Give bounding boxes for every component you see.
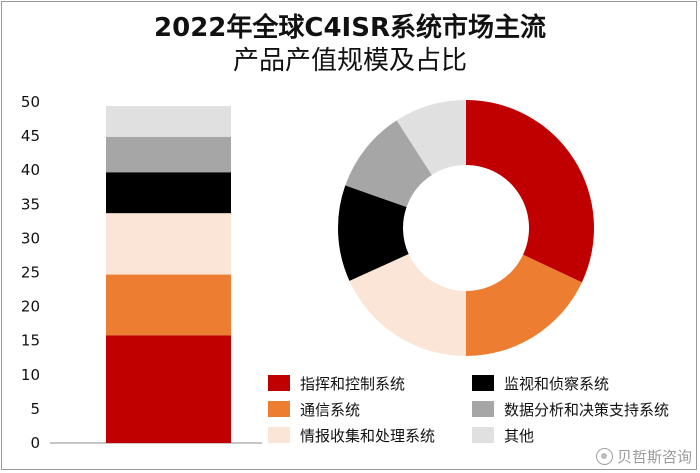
watermark: 贝哲斯咨询 <box>595 446 692 467</box>
legend-label: 数据分析和决策支持系统 <box>504 400 670 419</box>
bar-segment <box>106 136 231 173</box>
weibo-icon <box>595 448 613 465</box>
legend-swatch <box>268 427 290 443</box>
chart-title-line2: 产品产值规模及占比 <box>232 46 467 76</box>
donut-slice <box>337 185 409 281</box>
bar-segment <box>106 335 231 443</box>
legend-item: 监视和侦察系统 <box>472 372 609 394</box>
donut-slice <box>345 120 432 208</box>
y-tick-label: 30 <box>21 229 40 247</box>
bar-segment <box>106 106 231 137</box>
legend-label: 情报收集和处理系统 <box>300 426 436 445</box>
y-tick-label: 50 <box>21 93 40 111</box>
y-tick-label: 20 <box>21 298 40 316</box>
donut-slice <box>466 100 594 283</box>
legend-label: 其他 <box>504 426 535 445</box>
legend-swatch <box>472 427 494 443</box>
legend-item: 其他 <box>472 424 534 446</box>
y-tick-label: 45 <box>21 127 40 145</box>
watermark-text: 贝哲斯咨询 <box>616 448 692 466</box>
legend-item: 情报收集和处理系统 <box>268 424 435 446</box>
chart-title: 2022年全球C4ISR系统市场主流 产品产值规模及占比 <box>0 12 700 78</box>
chart-legend: 指挥和控制系统 监视和侦察系统 通信系统 数据分析和决策支持系统 情报收集和处理… <box>268 372 700 448</box>
donut-slice <box>349 254 466 356</box>
legend-swatch <box>472 401 494 417</box>
donut-slice <box>466 254 582 356</box>
legend-item: 指挥和控制系统 <box>268 372 405 394</box>
y-tick-label: 15 <box>21 332 40 350</box>
y-tick-label: 40 <box>21 161 40 179</box>
y-tick-label: 10 <box>21 366 40 384</box>
bar-segment <box>106 172 231 214</box>
legend-label: 通信系统 <box>300 400 361 419</box>
legend-swatch <box>472 375 494 391</box>
legend-item: 数据分析和决策支持系统 <box>472 398 669 420</box>
legend-item: 通信系统 <box>268 398 360 420</box>
bar-segment <box>106 213 231 275</box>
donut-slice <box>396 100 466 176</box>
legend-label: 监视和侦察系统 <box>504 374 610 393</box>
y-tick-label: 35 <box>21 195 40 213</box>
bar-segment <box>106 274 231 336</box>
y-tick-label: 5 <box>30 400 40 418</box>
legend-swatch <box>268 401 290 417</box>
y-tick-label: 25 <box>21 264 40 282</box>
chart-title-line1: 2022年全球C4ISR系统市场主流 <box>154 13 546 43</box>
y-tick-label: 0 <box>30 434 40 452</box>
legend-label: 指挥和控制系统 <box>300 374 406 393</box>
legend-swatch <box>268 375 290 391</box>
